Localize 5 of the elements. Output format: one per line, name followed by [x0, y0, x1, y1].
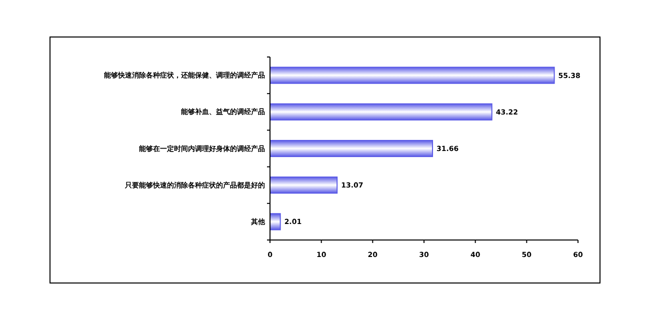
bar	[270, 176, 338, 194]
bar	[270, 103, 492, 120]
bar	[270, 140, 434, 158]
bar	[270, 66, 555, 84]
bar	[270, 213, 281, 230]
